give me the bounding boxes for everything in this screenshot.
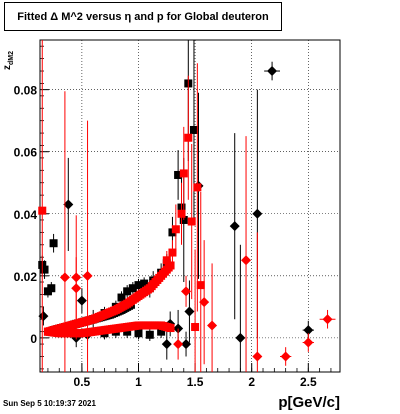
- data-point: [207, 320, 218, 331]
- data-point: [184, 306, 195, 317]
- data-point: [181, 339, 192, 350]
- data-point: [303, 337, 314, 348]
- data-point: [134, 281, 143, 290]
- x-tick-label: 2: [248, 375, 255, 389]
- y-tick-label: 0.04: [14, 208, 38, 222]
- data-point: [161, 339, 172, 350]
- data-point: [179, 169, 188, 178]
- data-point: [71, 283, 82, 294]
- data-point: [128, 284, 137, 293]
- data-point: [171, 225, 180, 234]
- data-point: [235, 332, 246, 343]
- y-tick-label: 0: [30, 332, 37, 346]
- data-point: [189, 125, 198, 134]
- data-point: [117, 293, 126, 302]
- data-point: [40, 265, 49, 274]
- series-1: [38, 40, 336, 372]
- data-point: [241, 255, 252, 266]
- data-point: [134, 329, 143, 338]
- data-point: [123, 327, 132, 336]
- data-point: [184, 133, 193, 142]
- x-tick-label: 2.5: [300, 375, 317, 389]
- series-layer: [38, 40, 336, 372]
- data-point: [177, 209, 186, 218]
- data-point: [123, 287, 132, 296]
- data-point: [63, 199, 74, 210]
- x-tick-label: 0.5: [74, 375, 91, 389]
- data-point: [38, 311, 49, 322]
- chart-title: Fitted Δ M^2 versus η and p for Global d…: [4, 2, 282, 31]
- data-point: [174, 170, 183, 179]
- data-point: [76, 295, 87, 306]
- x-tick-label: 1: [135, 375, 142, 389]
- timestamp: Sun Sep 5 10:19:37 2021: [3, 399, 96, 408]
- data-point: [168, 248, 177, 257]
- data-point: [196, 281, 205, 290]
- band-point: [166, 261, 175, 270]
- data-point: [173, 339, 184, 350]
- x-axis-label: p[GeV/c]: [278, 394, 340, 411]
- data-point: [187, 217, 196, 226]
- y-tick-label: 0.08: [14, 84, 38, 98]
- data-point: [322, 314, 333, 325]
- data-point: [229, 221, 240, 232]
- data-point: [162, 256, 171, 265]
- data-point: [157, 327, 166, 336]
- band-point: [166, 324, 175, 333]
- x-tick-label: 1.5: [187, 375, 204, 389]
- data-point: [193, 183, 202, 192]
- data-point: [38, 206, 47, 215]
- data-point: [181, 286, 192, 297]
- plot-frame: [39, 39, 341, 373]
- axis-ticks: 0.5 1 1.5 2 2.5 0 0.02 0.04 0.06 0.08: [14, 45, 332, 389]
- data-point: [49, 239, 58, 248]
- data-point: [280, 351, 291, 362]
- data-point: [59, 272, 70, 283]
- data-point: [199, 297, 210, 308]
- data-point: [82, 270, 93, 281]
- data-point: [252, 208, 263, 219]
- data-point: [252, 351, 263, 362]
- data-point: [47, 284, 56, 293]
- y-tick-label: 0.02: [14, 270, 38, 284]
- data-point: [191, 323, 200, 332]
- data-point: [145, 330, 154, 339]
- y-tick-label: 0.06: [14, 146, 38, 160]
- data-point: [267, 66, 278, 77]
- data-point: [140, 279, 149, 288]
- data-point: [303, 325, 314, 336]
